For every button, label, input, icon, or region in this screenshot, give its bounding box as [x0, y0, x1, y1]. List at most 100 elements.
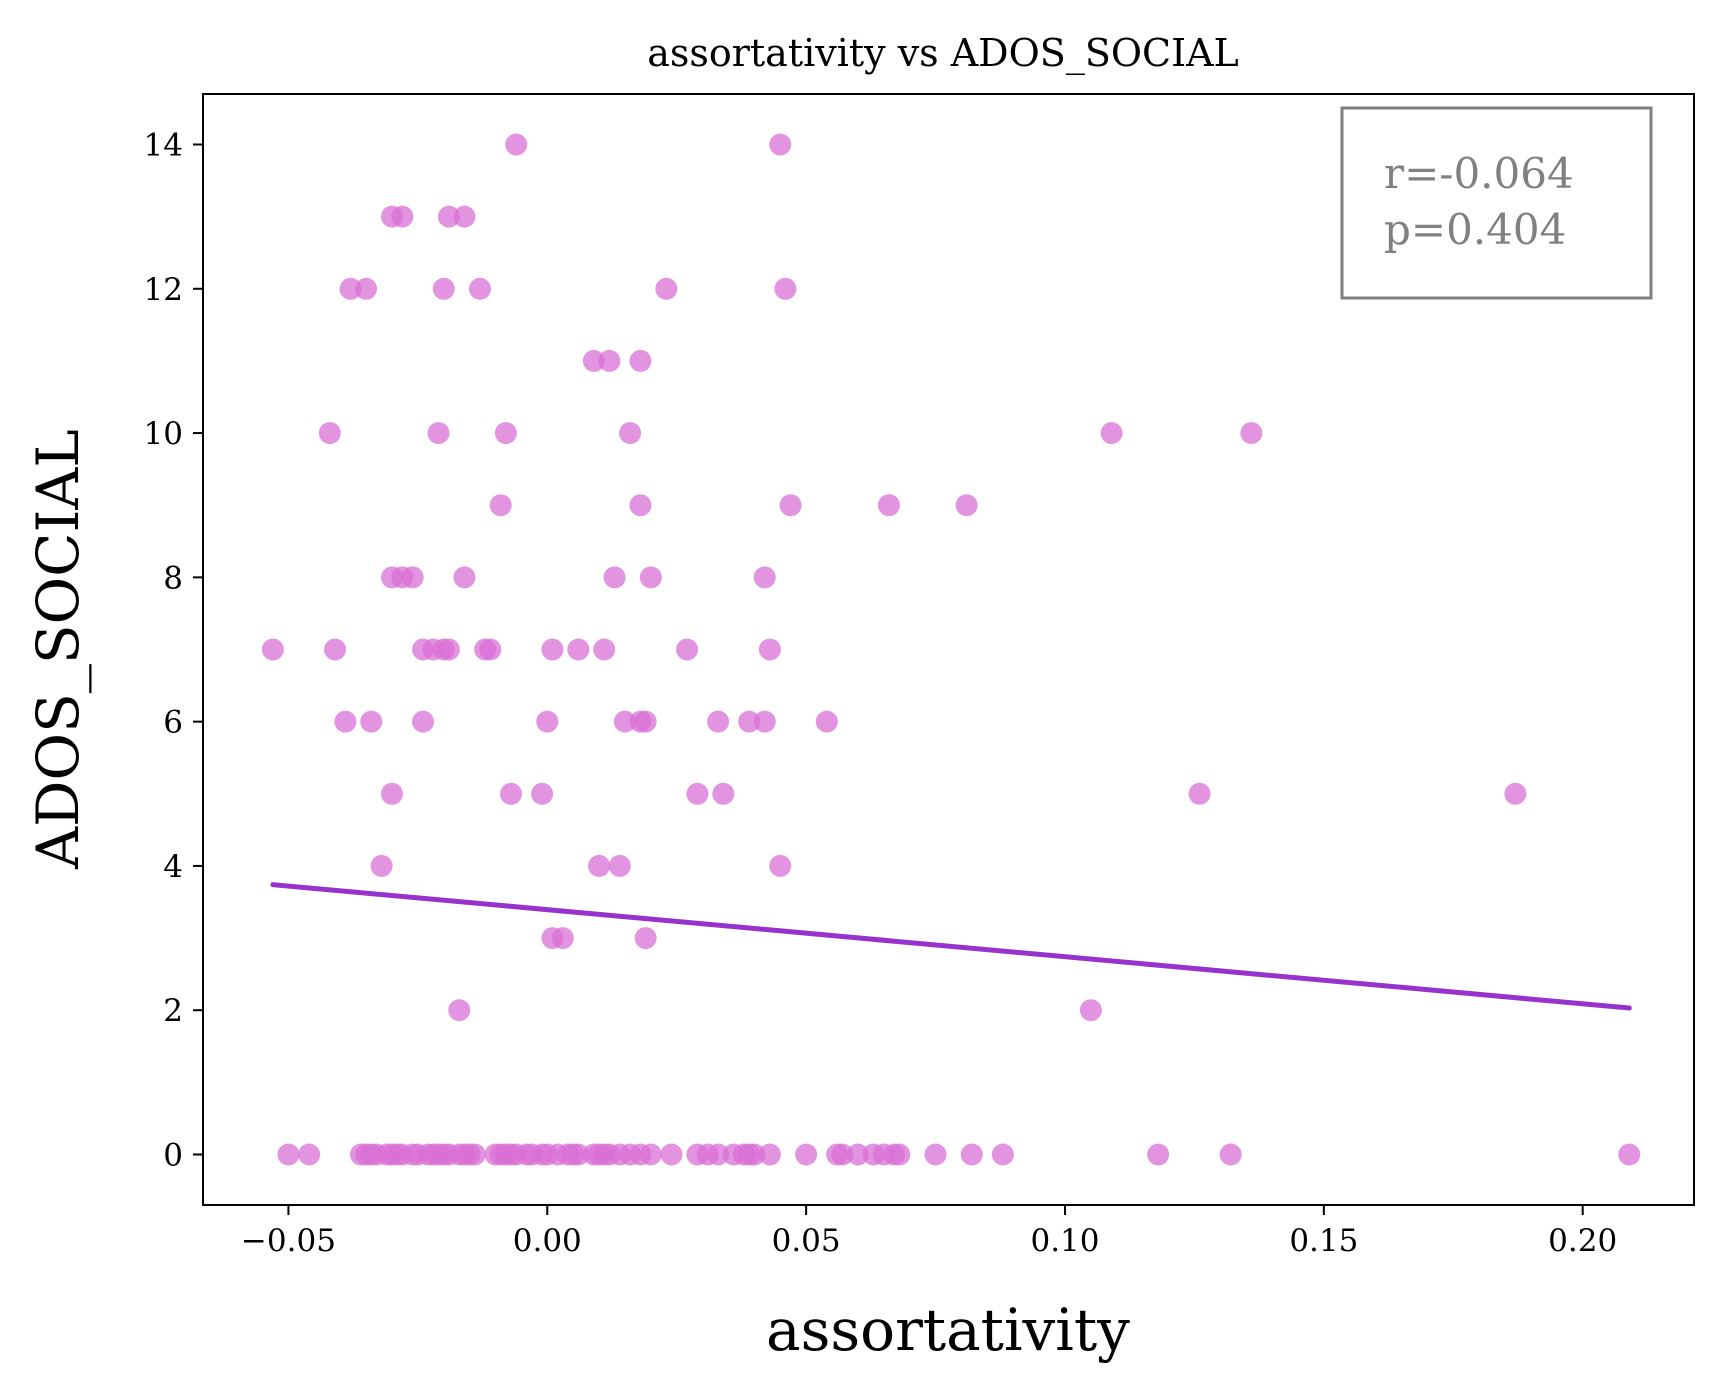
scatter-point	[877, 494, 900, 517]
scatter-point	[567, 1143, 590, 1166]
scatter-point	[1188, 782, 1211, 805]
plot-frame	[202, 93, 1695, 1206]
x-tick-label: 0.05	[772, 1223, 841, 1259]
scatter-point	[453, 566, 476, 589]
scatter-point	[779, 494, 802, 517]
scatter-point	[494, 422, 517, 445]
scatter-point	[588, 854, 611, 877]
scatter-point	[463, 1143, 486, 1166]
scatter-point	[769, 133, 792, 156]
scatter-point	[738, 710, 761, 733]
y-tick-label: 12	[144, 272, 183, 308]
scatter-point	[743, 1143, 766, 1166]
scatter-point	[505, 133, 528, 156]
x-tick-label: 0.20	[1548, 1223, 1617, 1259]
scatter-point	[639, 566, 662, 589]
x-tick-label: 0.00	[513, 1223, 582, 1259]
scatter-point	[955, 494, 978, 517]
scatter-point	[660, 1143, 683, 1166]
stats-annotation: r=-0.064 p=0.404	[1340, 106, 1653, 300]
scatter-point	[1240, 422, 1263, 445]
scatter-point	[629, 494, 652, 517]
scatter-point	[753, 710, 776, 733]
scatter-point	[277, 1143, 300, 1166]
scatter-point	[639, 1143, 662, 1166]
scatter-point	[712, 782, 735, 805]
scatter-point	[655, 277, 678, 300]
p-value-text: p=0.404	[1384, 205, 1566, 254]
scatter-point	[427, 422, 450, 445]
scatter-point	[593, 638, 616, 661]
scatter-point	[318, 422, 341, 445]
scatter-point	[412, 710, 435, 733]
x-tick-label: 0.15	[1289, 1223, 1358, 1259]
x-tick-label: −0.05	[241, 1223, 336, 1259]
scatter-point	[437, 638, 460, 661]
scatter-point	[1147, 1143, 1170, 1166]
scatter-point	[531, 782, 554, 805]
chart-title: assortativity vs ADOS_SOCIAL	[647, 31, 1239, 76]
scatter-point	[831, 1143, 854, 1166]
scatter-point	[432, 277, 455, 300]
scatter-point	[448, 999, 471, 1022]
y-tick-label: 4	[163, 849, 183, 885]
scatter-point	[536, 710, 559, 733]
regression-line	[270, 882, 1632, 1011]
scatter-point	[479, 638, 502, 661]
scatter-point	[991, 1143, 1014, 1166]
scatter-point	[541, 638, 564, 661]
scatter-point	[795, 1143, 818, 1166]
scatter-point	[846, 1143, 869, 1166]
y-tick-label: 8	[163, 560, 183, 596]
scatter-point	[380, 782, 403, 805]
scatter-point	[261, 638, 284, 661]
scatter-point	[608, 854, 631, 877]
scatter-point	[324, 638, 347, 661]
scatter-point	[676, 638, 699, 661]
plot-area	[261, 133, 1641, 1166]
scatter-point	[774, 277, 797, 300]
scatter-point	[707, 1143, 730, 1166]
scatter-point	[401, 566, 424, 589]
scatter-point	[815, 710, 838, 733]
scatter-point	[582, 349, 605, 372]
y-tick-label: 6	[163, 705, 183, 741]
scatter-point	[360, 710, 383, 733]
scatter-point	[1618, 1143, 1641, 1166]
scatter-point	[758, 1143, 781, 1166]
scatter-point	[298, 1143, 321, 1166]
scatter-point	[1079, 999, 1102, 1022]
x-tick-label: 0.10	[1030, 1223, 1099, 1259]
scatter-point	[355, 277, 378, 300]
scatter-point	[468, 277, 491, 300]
y-tick-label: 14	[144, 128, 183, 164]
scatter-point	[960, 1143, 983, 1166]
scatter-point	[1504, 782, 1527, 805]
correlation-r-text: r=-0.064	[1384, 149, 1574, 198]
scatter-point	[489, 494, 512, 517]
scatter-point	[339, 277, 362, 300]
stats-annotation-border	[1340, 106, 1653, 300]
scatter-point	[924, 1143, 947, 1166]
scatter-point	[370, 854, 393, 877]
scatter-point	[634, 710, 657, 733]
scatter-point	[629, 349, 652, 372]
scatter-point	[391, 205, 414, 228]
scatter-point	[686, 782, 709, 805]
x-axis-label: assortativity	[766, 1296, 1130, 1364]
y-tick-label: 10	[144, 416, 183, 452]
scatter-point	[567, 638, 590, 661]
scatter-point	[619, 422, 642, 445]
scatter-point	[769, 854, 792, 877]
scatter-point	[758, 638, 781, 661]
scatter-point	[598, 349, 621, 372]
scatter-point	[334, 710, 357, 733]
scatter-point	[551, 927, 574, 950]
y-tick-label: 2	[163, 993, 183, 1029]
scatter-point	[888, 1143, 911, 1166]
scatter-point	[613, 710, 636, 733]
scatter-point	[634, 927, 657, 950]
scatter-point	[437, 205, 460, 228]
